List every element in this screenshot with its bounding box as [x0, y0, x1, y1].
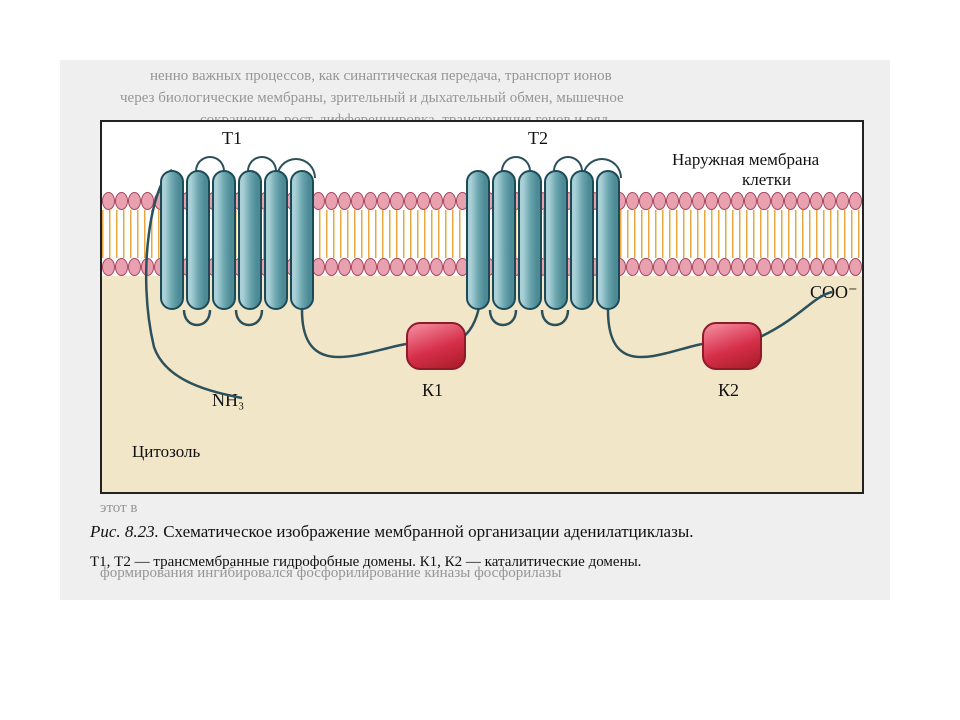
diagram-figure: Т1 Т2 Наружная мембрана клетки NH₃ COO⁻ …	[100, 120, 864, 494]
caption-line2: Т1, Т2 — трансмембранные гидрофобные дом…	[90, 552, 890, 573]
helix	[290, 170, 314, 310]
helix	[264, 170, 288, 310]
helix	[518, 170, 542, 310]
transmembrane-group-T2	[466, 170, 620, 310]
ghost-line: через биологические мембраны, зрительный…	[120, 90, 624, 107]
page: ненно важных процессов, как синаптическа…	[0, 0, 960, 720]
label-cytosol: Цитозоль	[132, 442, 200, 462]
catalytic-domain-K2	[702, 322, 762, 370]
helix	[238, 170, 262, 310]
helix	[212, 170, 236, 310]
label-NH3: NH₃	[212, 390, 244, 411]
helix	[596, 170, 620, 310]
helix	[544, 170, 568, 310]
label-T1: Т1	[222, 128, 242, 149]
label-K1: К1	[422, 380, 443, 401]
helix	[492, 170, 516, 310]
label-membrane-1: Наружная мембрана	[672, 150, 819, 170]
figure-caption: Рис. 8.23. Схематическое изображение мем…	[90, 520, 890, 573]
caption-prefix: Рис. 8.23.	[90, 522, 159, 541]
helix	[160, 170, 184, 310]
helix	[186, 170, 210, 310]
helix	[570, 170, 594, 310]
ghost-line: этот в	[100, 500, 138, 517]
helix	[466, 170, 490, 310]
caption-line1: Схематическое изображение мембранной орг…	[159, 522, 694, 541]
label-COO: COO⁻	[810, 282, 858, 303]
catalytic-domain-K1	[406, 322, 466, 370]
transmembrane-group-T1	[160, 170, 314, 310]
label-membrane-2: клетки	[742, 170, 791, 190]
label-K2: К2	[718, 380, 739, 401]
ghost-line: ненно важных процессов, как синаптическа…	[150, 68, 612, 85]
label-T2: Т2	[528, 128, 548, 149]
